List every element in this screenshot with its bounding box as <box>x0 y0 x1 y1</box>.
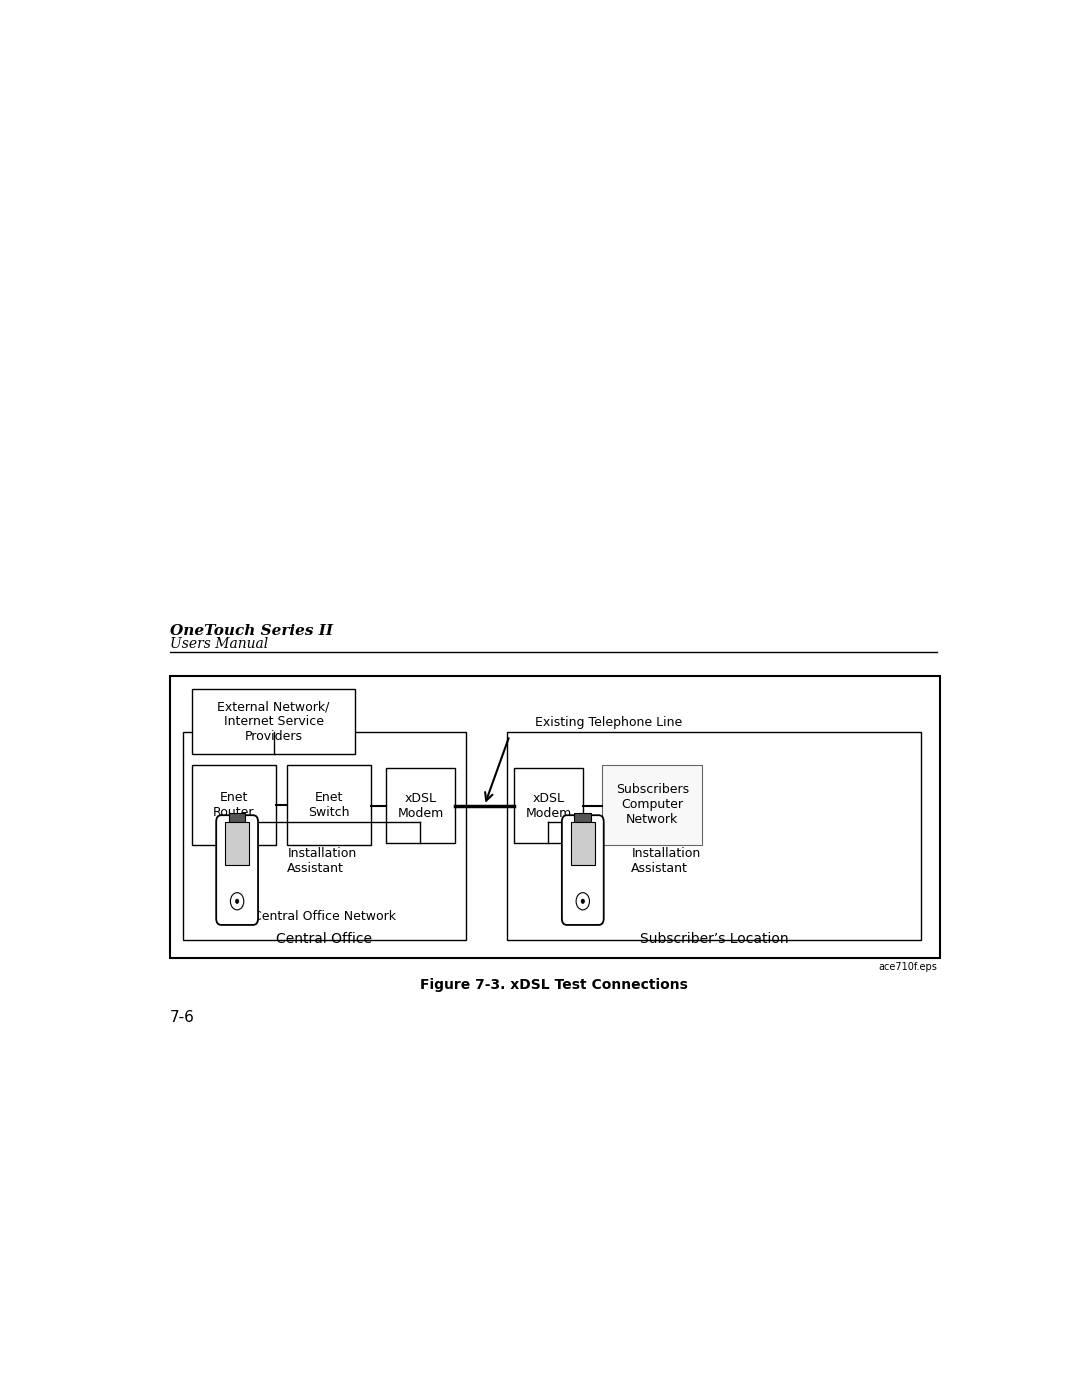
Bar <box>192 689 355 754</box>
Bar <box>387 768 455 844</box>
Text: Existing Telephone Line: Existing Telephone Line <box>535 717 681 729</box>
Text: Central Office Network: Central Office Network <box>253 909 395 923</box>
Bar <box>226 821 248 865</box>
Text: Enet
Switch: Enet Switch <box>309 791 350 819</box>
Text: ace710f.eps: ace710f.eps <box>878 963 936 972</box>
Bar <box>575 813 591 826</box>
FancyBboxPatch shape <box>562 816 604 925</box>
Text: Subscribers
Computer
Network: Subscribers Computer Network <box>616 784 689 827</box>
Bar <box>171 676 941 958</box>
Circle shape <box>576 893 590 909</box>
Circle shape <box>581 900 584 904</box>
Text: Installation
Assistant: Installation Assistant <box>287 848 356 876</box>
Text: Central Office: Central Office <box>276 932 373 946</box>
Bar <box>571 821 594 865</box>
Bar <box>602 764 702 845</box>
Circle shape <box>230 893 244 909</box>
Text: Enet
Router: Enet Router <box>213 791 255 819</box>
Bar <box>183 732 465 940</box>
Text: Installation
Assistant: Installation Assistant <box>632 848 701 876</box>
Bar <box>229 813 245 826</box>
Text: xDSL
Modem: xDSL Modem <box>397 792 444 820</box>
Bar <box>287 764 372 845</box>
Bar <box>514 768 583 844</box>
Circle shape <box>235 900 239 904</box>
Text: Users Manual: Users Manual <box>171 637 269 651</box>
Text: 7-6: 7-6 <box>171 1010 195 1025</box>
Text: xDSL
Modem: xDSL Modem <box>525 792 571 820</box>
FancyBboxPatch shape <box>216 816 258 925</box>
Bar <box>508 732 921 940</box>
Text: Figure 7-3. xDSL Test Connections: Figure 7-3. xDSL Test Connections <box>419 978 688 992</box>
Text: External Network/
Internet Service
Providers: External Network/ Internet Service Provi… <box>217 700 329 743</box>
Text: Subscriber’s Location: Subscriber’s Location <box>639 932 788 946</box>
Bar <box>192 764 275 845</box>
Text: OneTouch Series II: OneTouch Series II <box>171 623 333 637</box>
